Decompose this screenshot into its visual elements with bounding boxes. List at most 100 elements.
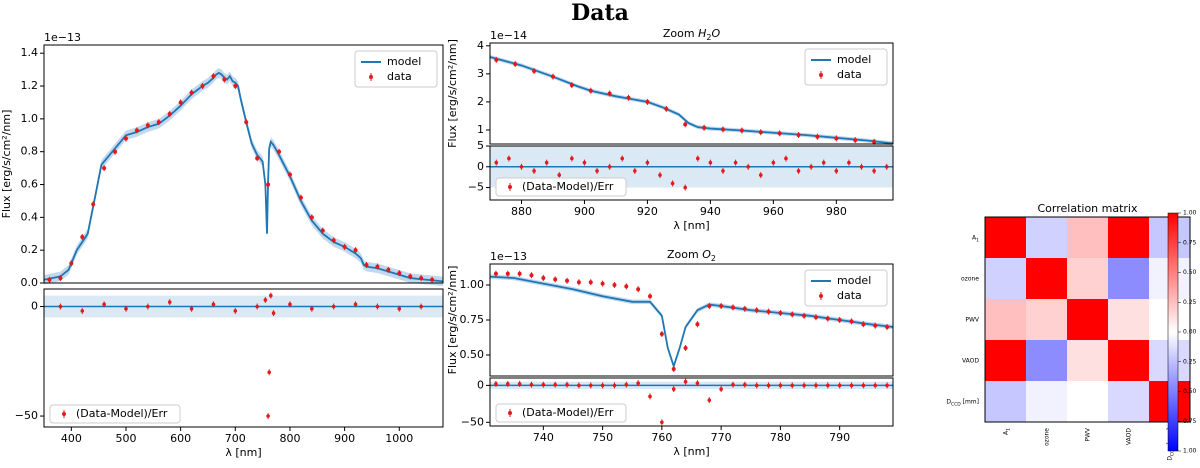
full-xtick-label: 800 xyxy=(279,432,300,445)
full-data-point xyxy=(102,166,107,171)
h2o-residual-point xyxy=(607,164,612,169)
full-data-point xyxy=(123,136,128,141)
full-ytick-label: 0.6 xyxy=(21,178,39,191)
h2o-xtick-label: 960 xyxy=(763,205,784,218)
full-residual-point xyxy=(397,306,402,311)
corr-colorbar-label: 0.25 xyxy=(1183,358,1197,365)
o2-residual-legend-box xyxy=(495,403,627,423)
full-data-point xyxy=(430,277,435,282)
o2-residual-point xyxy=(885,383,889,388)
full-model-line xyxy=(43,71,444,283)
h2o-data-point xyxy=(777,131,782,136)
corr-cell xyxy=(985,217,1026,258)
o2-data-point xyxy=(885,325,890,329)
o2-residual-point xyxy=(648,394,652,399)
h2o-xtick-label: 920 xyxy=(637,205,658,218)
o2-residual-ytick-label: −50 xyxy=(461,415,484,428)
full-residual-point xyxy=(233,309,238,313)
h2o-xtick-label: 940 xyxy=(700,205,721,218)
corr-cell xyxy=(1108,258,1149,299)
h2o-residual-point xyxy=(884,164,889,169)
full-data-point xyxy=(233,84,238,89)
o2-data-point xyxy=(707,304,712,308)
o2-data-point xyxy=(529,273,534,278)
h2o-residual-point xyxy=(834,169,839,173)
h2o-main-frame xyxy=(489,42,894,145)
h2o-residual-point xyxy=(620,156,625,161)
o2-xtick-label: 740 xyxy=(533,431,554,444)
h2o-legend-data-label: data xyxy=(837,68,862,81)
o2-residual-legend-label: (Data-Model)/Err xyxy=(522,406,614,419)
o2-residual-point xyxy=(873,383,878,388)
corr-cell xyxy=(1108,299,1149,340)
h2o-data-point xyxy=(494,57,499,62)
o2-xtick-label: 770 xyxy=(711,431,732,444)
full-residual-point xyxy=(167,300,172,304)
h2o-residual-ytick-label: −5 xyxy=(468,181,484,194)
o2-xlabel: λ [nm] xyxy=(673,445,709,458)
full-data-point xyxy=(156,120,161,125)
o2-data-point xyxy=(636,287,641,292)
full-legend-model-label: model xyxy=(387,55,421,68)
h2o-data-point xyxy=(569,83,574,88)
corr-cell xyxy=(1026,340,1067,381)
corr-colorbar-label: 1.00 xyxy=(1183,210,1197,217)
corr-cell xyxy=(1067,340,1108,381)
o2-data-point xyxy=(600,281,605,286)
corr-frame xyxy=(984,216,1191,423)
h2o-residual-point xyxy=(733,160,738,165)
h2o-residual-point xyxy=(544,160,549,165)
corr-colorbar-label: 0.00 xyxy=(1183,329,1197,336)
h2o-residual-legend-swatch xyxy=(508,185,512,189)
h2o-residual-point xyxy=(582,160,587,165)
full-data-point xyxy=(266,182,271,187)
h2o-residual-point xyxy=(721,169,725,173)
corr-row-label: PWV xyxy=(965,316,980,323)
full-legend-box xyxy=(354,50,438,88)
full-exponent-label: 1e−13 xyxy=(44,31,81,44)
corr-cell xyxy=(1108,340,1149,381)
h2o-data-point xyxy=(720,127,725,132)
o2-data-point xyxy=(802,313,807,318)
o2-residual-point xyxy=(660,420,664,425)
h2o-residual-frame xyxy=(489,145,894,201)
o2-residual-point xyxy=(695,381,700,385)
h2o-residual-point xyxy=(633,169,637,173)
full-data-point xyxy=(113,149,118,154)
o2-residual-point xyxy=(636,381,640,385)
o2-data-point xyxy=(790,312,795,317)
h2o-residual-point xyxy=(570,156,574,161)
h2o-legend-data-swatch xyxy=(819,73,823,77)
o2-title: Zoom O2 xyxy=(667,248,716,263)
o2-data-point xyxy=(849,319,854,324)
full-data-point xyxy=(386,267,391,272)
full-xtick-label: 500 xyxy=(115,432,136,445)
o2-residual-point xyxy=(600,383,605,388)
o2-data-point xyxy=(576,280,581,285)
o2-residual-point xyxy=(707,398,712,402)
h2o-residual-point xyxy=(771,160,776,165)
corr-row-label: ozone xyxy=(961,275,979,282)
corr-cell xyxy=(985,258,1026,299)
o2-data-point xyxy=(861,322,866,327)
full-ytick-label: 1.2 xyxy=(21,79,39,92)
o2-xtick-label: 750 xyxy=(592,431,613,444)
o2-ytick-label: 0.50 xyxy=(460,348,485,361)
full-residual-point xyxy=(146,304,150,309)
full-ytick-label: 1.4 xyxy=(21,46,39,59)
full-ytick-label: 0.8 xyxy=(21,145,39,158)
corr-colorbar-label: 0.75 xyxy=(1183,239,1197,246)
o2-data-point xyxy=(730,305,735,310)
h2o-residual-point xyxy=(859,164,864,169)
h2o-data-point xyxy=(834,136,839,141)
o2-residual-legend-swatch xyxy=(508,411,512,415)
corr-colorbar-label: 0.75 xyxy=(1183,418,1197,425)
o2-data-point xyxy=(754,308,759,313)
full-residual-legend-box xyxy=(49,404,181,424)
h2o-residual-point xyxy=(507,156,511,161)
full-data-point xyxy=(58,276,63,281)
corr-cell xyxy=(1026,299,1067,340)
full-data-point xyxy=(320,228,325,233)
full-ytick-label: 1.0 xyxy=(21,112,39,125)
full-residual-point xyxy=(58,304,63,309)
